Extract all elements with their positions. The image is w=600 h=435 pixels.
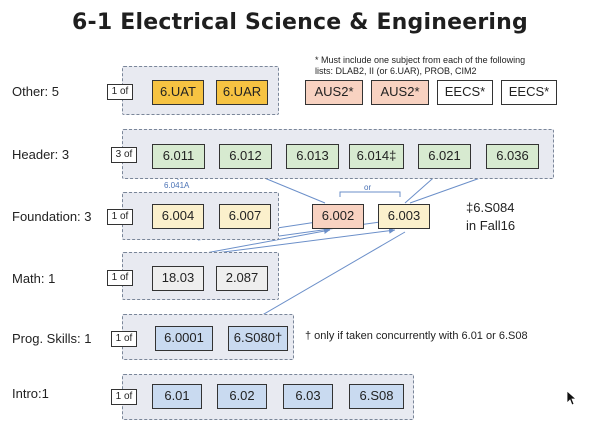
subject-6014[interactable]: 6.014‡: [349, 144, 404, 169]
prog-note: † only if taken concurrently with 6.01 o…: [305, 330, 528, 342]
or-label: or: [364, 183, 372, 192]
subject-6s080[interactable]: 6.S080†: [228, 326, 288, 351]
row-label-math: Math: 1: [12, 271, 56, 286]
side-note-6s084: ‡6.S084: [466, 200, 515, 215]
subject-603[interactable]: 6.03: [283, 384, 333, 409]
count-badge-foundation: 1 of: [107, 209, 133, 225]
mouse-cursor-icon: [566, 390, 578, 411]
subject-6013[interactable]: 6.013: [286, 144, 339, 169]
count-badge-math: 1 of: [107, 270, 133, 286]
subject-6uat[interactable]: 6.UAT: [152, 80, 204, 105]
row-label-other: Other: 5: [12, 84, 59, 99]
subject-6011[interactable]: 6.011: [152, 144, 205, 169]
subject-eecs-b[interactable]: EECS*: [501, 80, 557, 105]
subject-6uar[interactable]: 6.UAR: [216, 80, 268, 105]
row-label-foundation: Foundation: 3: [12, 209, 92, 224]
subject-6007[interactable]: 6.007: [219, 204, 271, 229]
requirement-note-line-1: * Must include one subject from each of …: [315, 55, 526, 65]
subject-aus2-b[interactable]: AUS2*: [371, 80, 429, 105]
subject-aus2-a[interactable]: AUS2*: [305, 80, 363, 105]
subject-6004[interactable]: 6.004: [152, 204, 204, 229]
subject-60001[interactable]: 6.0001: [155, 326, 213, 351]
subject-2087[interactable]: 2.087: [216, 266, 268, 291]
arrow-1803-to-6003: [199, 227, 396, 256]
side-note-fall16: in Fall16: [466, 218, 516, 233]
subject-602[interactable]: 6.02: [217, 384, 267, 409]
subject-6003[interactable]: 6.003: [378, 204, 430, 229]
row-label-prog-skills: Prog. Skills: 1: [12, 331, 92, 346]
subject-eecs-a[interactable]: EECS*: [437, 80, 493, 105]
arrow-6003-to-prog: [244, 231, 406, 326]
subject-6036[interactable]: 6.036: [486, 144, 539, 169]
count-badge-header: 3 of: [111, 147, 137, 163]
count-badge-prog-skills: 1 of: [111, 331, 137, 347]
subject-601[interactable]: 6.01: [152, 384, 202, 409]
or-bracket: [339, 191, 401, 197]
count-badge-intro: 1 of: [111, 389, 137, 405]
page-title: 6-1 Electrical Science & Engineering: [72, 10, 528, 35]
annotation-6041a: 6.041A: [164, 181, 190, 190]
subject-6s08[interactable]: 6.S08: [349, 384, 404, 409]
subject-6021[interactable]: 6.021: [418, 144, 471, 169]
row-label-header: Header: 3: [12, 147, 70, 162]
arrow-1803-to-6002: [194, 228, 331, 256]
subject-1803[interactable]: 18.03: [152, 266, 204, 291]
requirement-note-line-2: lists: DLAB2, II (or 6.UAR), PROB, CIM2: [315, 66, 477, 76]
subject-6012[interactable]: 6.012: [219, 144, 272, 169]
row-label-intro: Intro:1: [12, 386, 49, 401]
subject-6002[interactable]: 6.002: [312, 204, 364, 229]
count-badge-other: 1 of: [107, 84, 133, 100]
